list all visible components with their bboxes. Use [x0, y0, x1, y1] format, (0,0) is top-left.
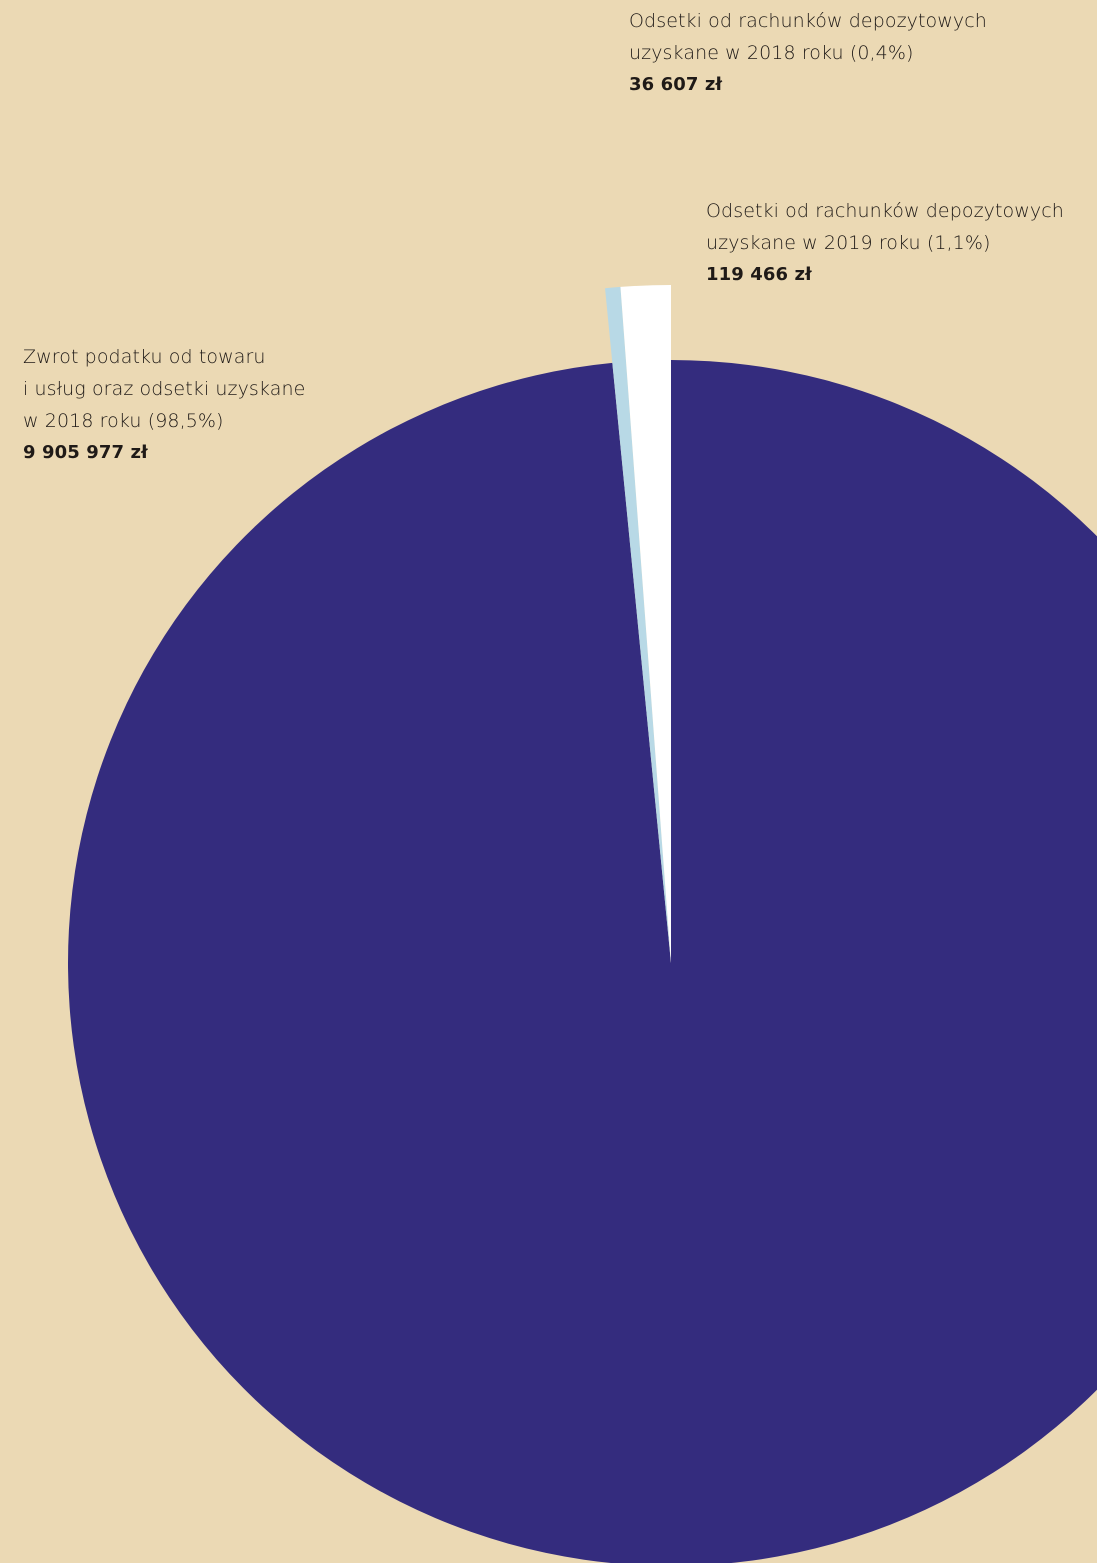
slice-label-interest-2019-line-2: uzyskane w 2019 roku (1,1%) [706, 232, 991, 254]
slice-label-interest-2018: Odsetki od rachunków depozytowych uzyska… [629, 5, 987, 101]
slice-value-interest-2019: 119 466 zł [706, 264, 812, 285]
slice-label-interest-2019-line-1: Odsetki od rachunków depozytowych [706, 200, 1064, 222]
slice-value-interest-2018: 36 607 zł [629, 74, 723, 95]
pie-slice-vat [68, 360, 1097, 1563]
slice-value-vat: 9 905 977 zł [23, 442, 148, 463]
slice-label-interest-2018-line-1: Odsetki od rachunków depozytowych [629, 10, 987, 32]
slice-label-vat-line-2: i usług oraz odsetki uzyskane [23, 378, 306, 400]
slice-label-interest-2019: Odsetki od rachunków depozytowych uzyska… [706, 195, 1064, 291]
slice-label-vat-line-1: Zwrot podatku od towaru [23, 346, 266, 368]
pie-slice-interest-2019 [620, 285, 671, 963]
slice-label-vat-line-3: w 2018 roku (98,5%) [23, 410, 224, 432]
pie-slice-interest-2018 [605, 286, 671, 963]
slice-label-vat: Zwrot podatku od towaru i usług oraz ods… [23, 341, 305, 469]
slice-label-interest-2018-line-2: uzyskane w 2018 roku (0,4%) [629, 42, 914, 64]
